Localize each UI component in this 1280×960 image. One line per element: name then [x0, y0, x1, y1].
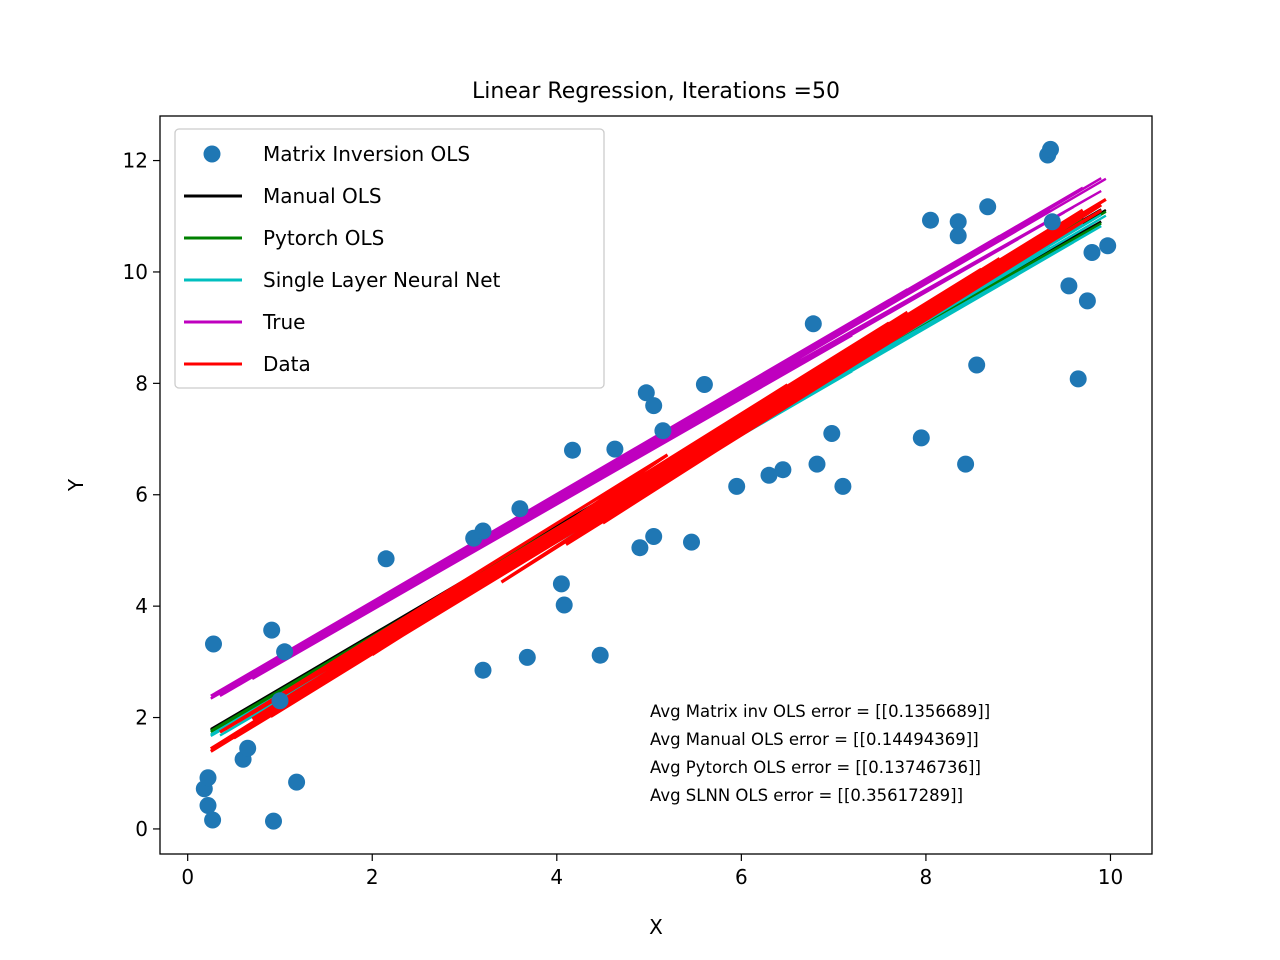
scatter-point [760, 466, 778, 484]
y-tick-label: 12 [123, 149, 148, 173]
scatter-point [645, 528, 663, 545]
scatter-point [654, 422, 672, 440]
legend: Matrix Inversion OLS Manual OLS Pytorch OL… [174, 128, 605, 389]
scatter-point [637, 384, 655, 402]
scatter-point [804, 315, 822, 333]
y-tick-label: 0 [135, 817, 148, 841]
scatter-point [265, 812, 282, 830]
scatter-point [606, 440, 624, 458]
scatter-point [823, 425, 841, 442]
legend-label-true: True [262, 310, 305, 334]
error-annotation: Avg Matrix inv OLS error = [[0.1356689]] [650, 702, 990, 721]
scatter-point [271, 692, 289, 710]
x-axis-label: X [649, 915, 663, 939]
scatter-point [968, 356, 986, 374]
scatter-point [205, 635, 222, 653]
scatter-point [474, 522, 492, 540]
scatter-point [728, 477, 746, 495]
scatter-point [1078, 292, 1096, 310]
scatter-point [564, 441, 581, 459]
series-line-data [209, 198, 1107, 753]
chart-title: Linear Regression, Iterations =50 [472, 79, 840, 104]
scatter-point [834, 477, 852, 495]
scatter-point [474, 661, 492, 679]
error-annotation: Avg SLNN OLS error = [[0.35617289]] [650, 786, 963, 805]
scatter-point [518, 648, 536, 666]
scatter-point [957, 455, 975, 473]
x-tick-label: 8 [920, 865, 933, 889]
scatter-point [979, 198, 997, 216]
scatter-point [1060, 277, 1078, 295]
scatter-point [949, 213, 967, 231]
x-tick-label: 0 [181, 865, 194, 889]
scatter-point [912, 429, 930, 447]
scatter-point [683, 533, 700, 551]
scatter-point [204, 811, 222, 829]
scatter-point [645, 397, 663, 415]
scatter-point [276, 643, 294, 661]
x-tick-label: 6 [735, 865, 748, 889]
scatter-points [195, 140, 1117, 830]
x-tick-label: 4 [550, 865, 563, 889]
scatter-point [1043, 213, 1061, 231]
scatter-point [1099, 237, 1117, 255]
legend-label-data: Data [263, 352, 311, 376]
scatter-point [288, 773, 306, 791]
scatter-point [1083, 244, 1101, 261]
scatter-point [555, 596, 573, 614]
y-axis-ticks: 0 2 4 6 8 10 12 [123, 149, 160, 841]
scatter-point [1069, 370, 1087, 388]
scatter-point [922, 211, 939, 229]
scatter-point [552, 575, 570, 593]
x-tick-label: 10 [1098, 865, 1123, 889]
y-axis-label: Y [64, 478, 88, 492]
y-tick-label: 10 [123, 260, 148, 284]
scatter-point [631, 539, 649, 557]
scatter-point [591, 646, 609, 664]
plot-frame [159, 115, 1153, 855]
legend-label-pytorch-ols: Pytorch OLS [263, 226, 384, 250]
legend-box [174, 128, 605, 389]
y-tick-label: 4 [135, 594, 148, 618]
scatter-point [263, 621, 281, 639]
scatter-point [695, 376, 713, 393]
plot-series [209, 177, 1107, 753]
legend-label-single-layer-neural-net: Single Layer Neural Net [263, 268, 501, 292]
scatter-point [239, 739, 257, 757]
scatter-point [808, 455, 826, 473]
series-line-true [210, 177, 1107, 700]
scatter-point [199, 797, 217, 814]
x-tick-label: 2 [366, 865, 379, 889]
error-annotation: Avg Manual OLS error = [[0.14494369]] [650, 730, 979, 749]
scatter-point [949, 227, 967, 245]
scatter-point [511, 500, 529, 518]
legend-label-matrix-inversion-ols: Matrix Inversion OLS [263, 142, 470, 166]
scatter-point [199, 769, 217, 787]
y-tick-label: 6 [135, 483, 148, 507]
legend-marker-matrix-inversion-ols [203, 145, 221, 163]
error-annotations: Avg Matrix inv OLS error = [[0.1356689]]… [650, 702, 990, 805]
y-tick-label: 2 [135, 706, 148, 730]
error-annotation: Avg Pytorch OLS error = [[0.13746736]] [650, 758, 981, 777]
scatter-point [377, 550, 395, 568]
x-axis-ticks: 0 2 4 6 8 10 [181, 854, 1123, 889]
scatter-point [1042, 140, 1059, 158]
scatter-point [774, 461, 792, 479]
legend-label-manual-ols: Manual OLS [263, 184, 382, 208]
y-tick-label: 8 [135, 371, 148, 395]
